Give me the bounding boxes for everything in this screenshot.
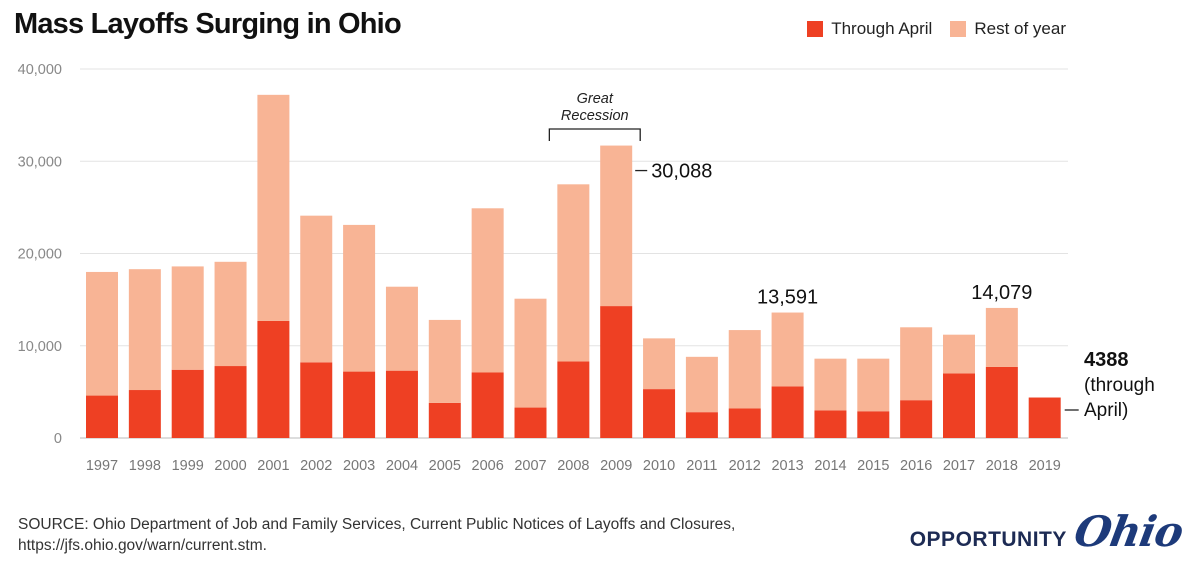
- logo-wordmark: OPPORTUNITY: [909, 528, 1067, 551]
- bar-through-april-1999: [171, 369, 204, 438]
- x-tick-label-2010: 2010: [643, 458, 675, 474]
- legend-item-through-april: Through April: [807, 19, 932, 39]
- recession-label-line-1: Great: [577, 91, 614, 107]
- legend-swatch-through-april: [807, 21, 824, 37]
- source-line-2: https://jfs.ohio.gov/warn/current.stm.: [18, 537, 267, 554]
- bar-through-april-2001: [257, 320, 290, 438]
- bar-rest-of-year-1999: [171, 266, 204, 370]
- chart-title: Mass Layoffs Surging in Ohio: [14, 8, 402, 40]
- legend-item-rest-of-year: Rest of year: [950, 19, 1066, 39]
- callout-value-2013: 13,591: [757, 287, 818, 309]
- x-tick-label-2017: 2017: [943, 458, 975, 474]
- x-tick-label-2014: 2014: [814, 458, 846, 474]
- x-tick-label-2019: 2019: [1029, 458, 1061, 474]
- logo-script-ohio: Ohio: [1070, 507, 1187, 556]
- bar-rest-of-year-2013: [771, 312, 804, 387]
- bar-through-april-2015: [857, 411, 890, 438]
- bar-rest-of-year-1997: [86, 271, 118, 396]
- bar-rest-of-year-2012: [728, 330, 761, 409]
- bar-rest-of-year-2003: [343, 224, 376, 372]
- bar-through-april-2013: [771, 386, 804, 438]
- x-tick-label-2016: 2016: [900, 458, 932, 474]
- bar-through-april-2008: [557, 361, 590, 438]
- latest-note-line-3: April): [1084, 400, 1128, 421]
- source-line-1: SOURCE: Ohio Department of Job and Famil…: [18, 516, 736, 533]
- y-tick-label-30000: 30,000: [18, 154, 62, 170]
- bar-through-april-2012: [728, 408, 761, 438]
- x-tick-label-1998: 1998: [129, 458, 161, 474]
- bar-rest-of-year-2009: [600, 145, 633, 307]
- bar-rest-of-year-2006: [471, 208, 504, 373]
- bar-through-april-2018: [985, 366, 1018, 438]
- x-tick-label-2008: 2008: [557, 458, 589, 474]
- recession-label-line-2: Recession: [561, 108, 629, 124]
- bar-rest-of-year-2014: [814, 358, 847, 411]
- bar-through-april-1998: [128, 390, 161, 438]
- bar-through-april-2019: [1028, 397, 1061, 438]
- x-tick-label-2006: 2006: [472, 458, 504, 474]
- x-tick-label-2002: 2002: [300, 458, 332, 474]
- source-note: SOURCE: Ohio Department of Job and Famil…: [18, 514, 735, 556]
- chart-legend: Through April Rest of year: [789, 19, 1066, 39]
- bar-through-april-2014: [814, 410, 847, 438]
- bar-rest-of-year-2015: [857, 358, 890, 412]
- y-tick-label-20000: 20,000: [18, 247, 62, 263]
- bar-rest-of-year-2000: [214, 261, 247, 367]
- y-tick-label-40000: 40,000: [18, 62, 62, 78]
- bar-rest-of-year-2008: [557, 184, 590, 362]
- legend-label-through-april: Through April: [831, 19, 933, 38]
- x-tick-label-2015: 2015: [857, 458, 889, 474]
- x-tick-label-2012: 2012: [729, 458, 761, 474]
- bar-rest-of-year-1998: [128, 269, 161, 391]
- y-tick-label-0: 0: [54, 431, 62, 447]
- x-tick-label-1999: 1999: [172, 458, 204, 474]
- x-tick-label-2004: 2004: [386, 458, 418, 474]
- bar-through-april-2007: [514, 407, 547, 438]
- legend-label-rest-of-year: Rest of year: [974, 19, 1066, 38]
- bar-rest-of-year-2017: [943, 334, 975, 374]
- callout-value-2018: 14,079: [971, 282, 1032, 304]
- bar-through-april-2009: [600, 306, 633, 438]
- x-tick-label-2001: 2001: [257, 458, 289, 474]
- x-tick-label-2007: 2007: [514, 458, 546, 474]
- bar-rest-of-year-2001: [257, 94, 290, 321]
- bar-rest-of-year-2005: [428, 319, 461, 403]
- x-tick-label-2000: 2000: [214, 458, 246, 474]
- opportunity-ohio-logo: OPPORTUNITY Ohio: [909, 507, 1187, 556]
- bar-through-april-1997: [86, 395, 118, 438]
- bar-chart: 0 10,000 20,000 30,000 40,000 1997 1998 1999 200…: [18, 62, 1155, 474]
- bar-through-april-2004: [385, 370, 418, 438]
- x-tick-label-2013: 2013: [771, 458, 803, 474]
- x-tick-label-2005: 2005: [429, 458, 461, 474]
- bar-through-april-2003: [343, 371, 376, 438]
- callout-value-2009: 30,088: [651, 161, 712, 183]
- bar-rest-of-year-2011: [685, 356, 718, 413]
- bar-rest-of-year-2004: [385, 286, 418, 371]
- bar-rest-of-year-2007: [514, 298, 547, 408]
- bar-through-april-2017: [943, 373, 975, 438]
- x-tick-label-2011: 2011: [686, 458, 717, 474]
- latest-value: 4388: [1084, 349, 1129, 371]
- bar-through-april-2005: [428, 402, 461, 438]
- x-tick-label-2009: 2009: [600, 458, 632, 474]
- y-tick-label-10000: 10,000: [18, 339, 62, 355]
- x-tick-label-2018: 2018: [986, 458, 1018, 474]
- bar-through-april-2006: [471, 372, 504, 438]
- bar-through-april-2016: [900, 400, 933, 438]
- bar-rest-of-year-2010: [643, 338, 676, 390]
- bar-through-april-2002: [300, 362, 333, 438]
- x-tick-label-2003: 2003: [343, 458, 375, 474]
- bar-rest-of-year-2016: [900, 327, 933, 401]
- bar-through-april-2010: [643, 389, 676, 438]
- x-tick-label-1997: 1997: [86, 458, 118, 474]
- bar-through-april-2011: [685, 412, 718, 438]
- legend-swatch-rest-of-year: [950, 21, 967, 37]
- bar-rest-of-year-2002: [300, 215, 333, 363]
- latest-note-line-2: (through: [1084, 375, 1155, 396]
- bar-rest-of-year-2018: [985, 307, 1018, 367]
- recession-bracket: [548, 128, 641, 141]
- bar-through-april-2000: [214, 366, 247, 438]
